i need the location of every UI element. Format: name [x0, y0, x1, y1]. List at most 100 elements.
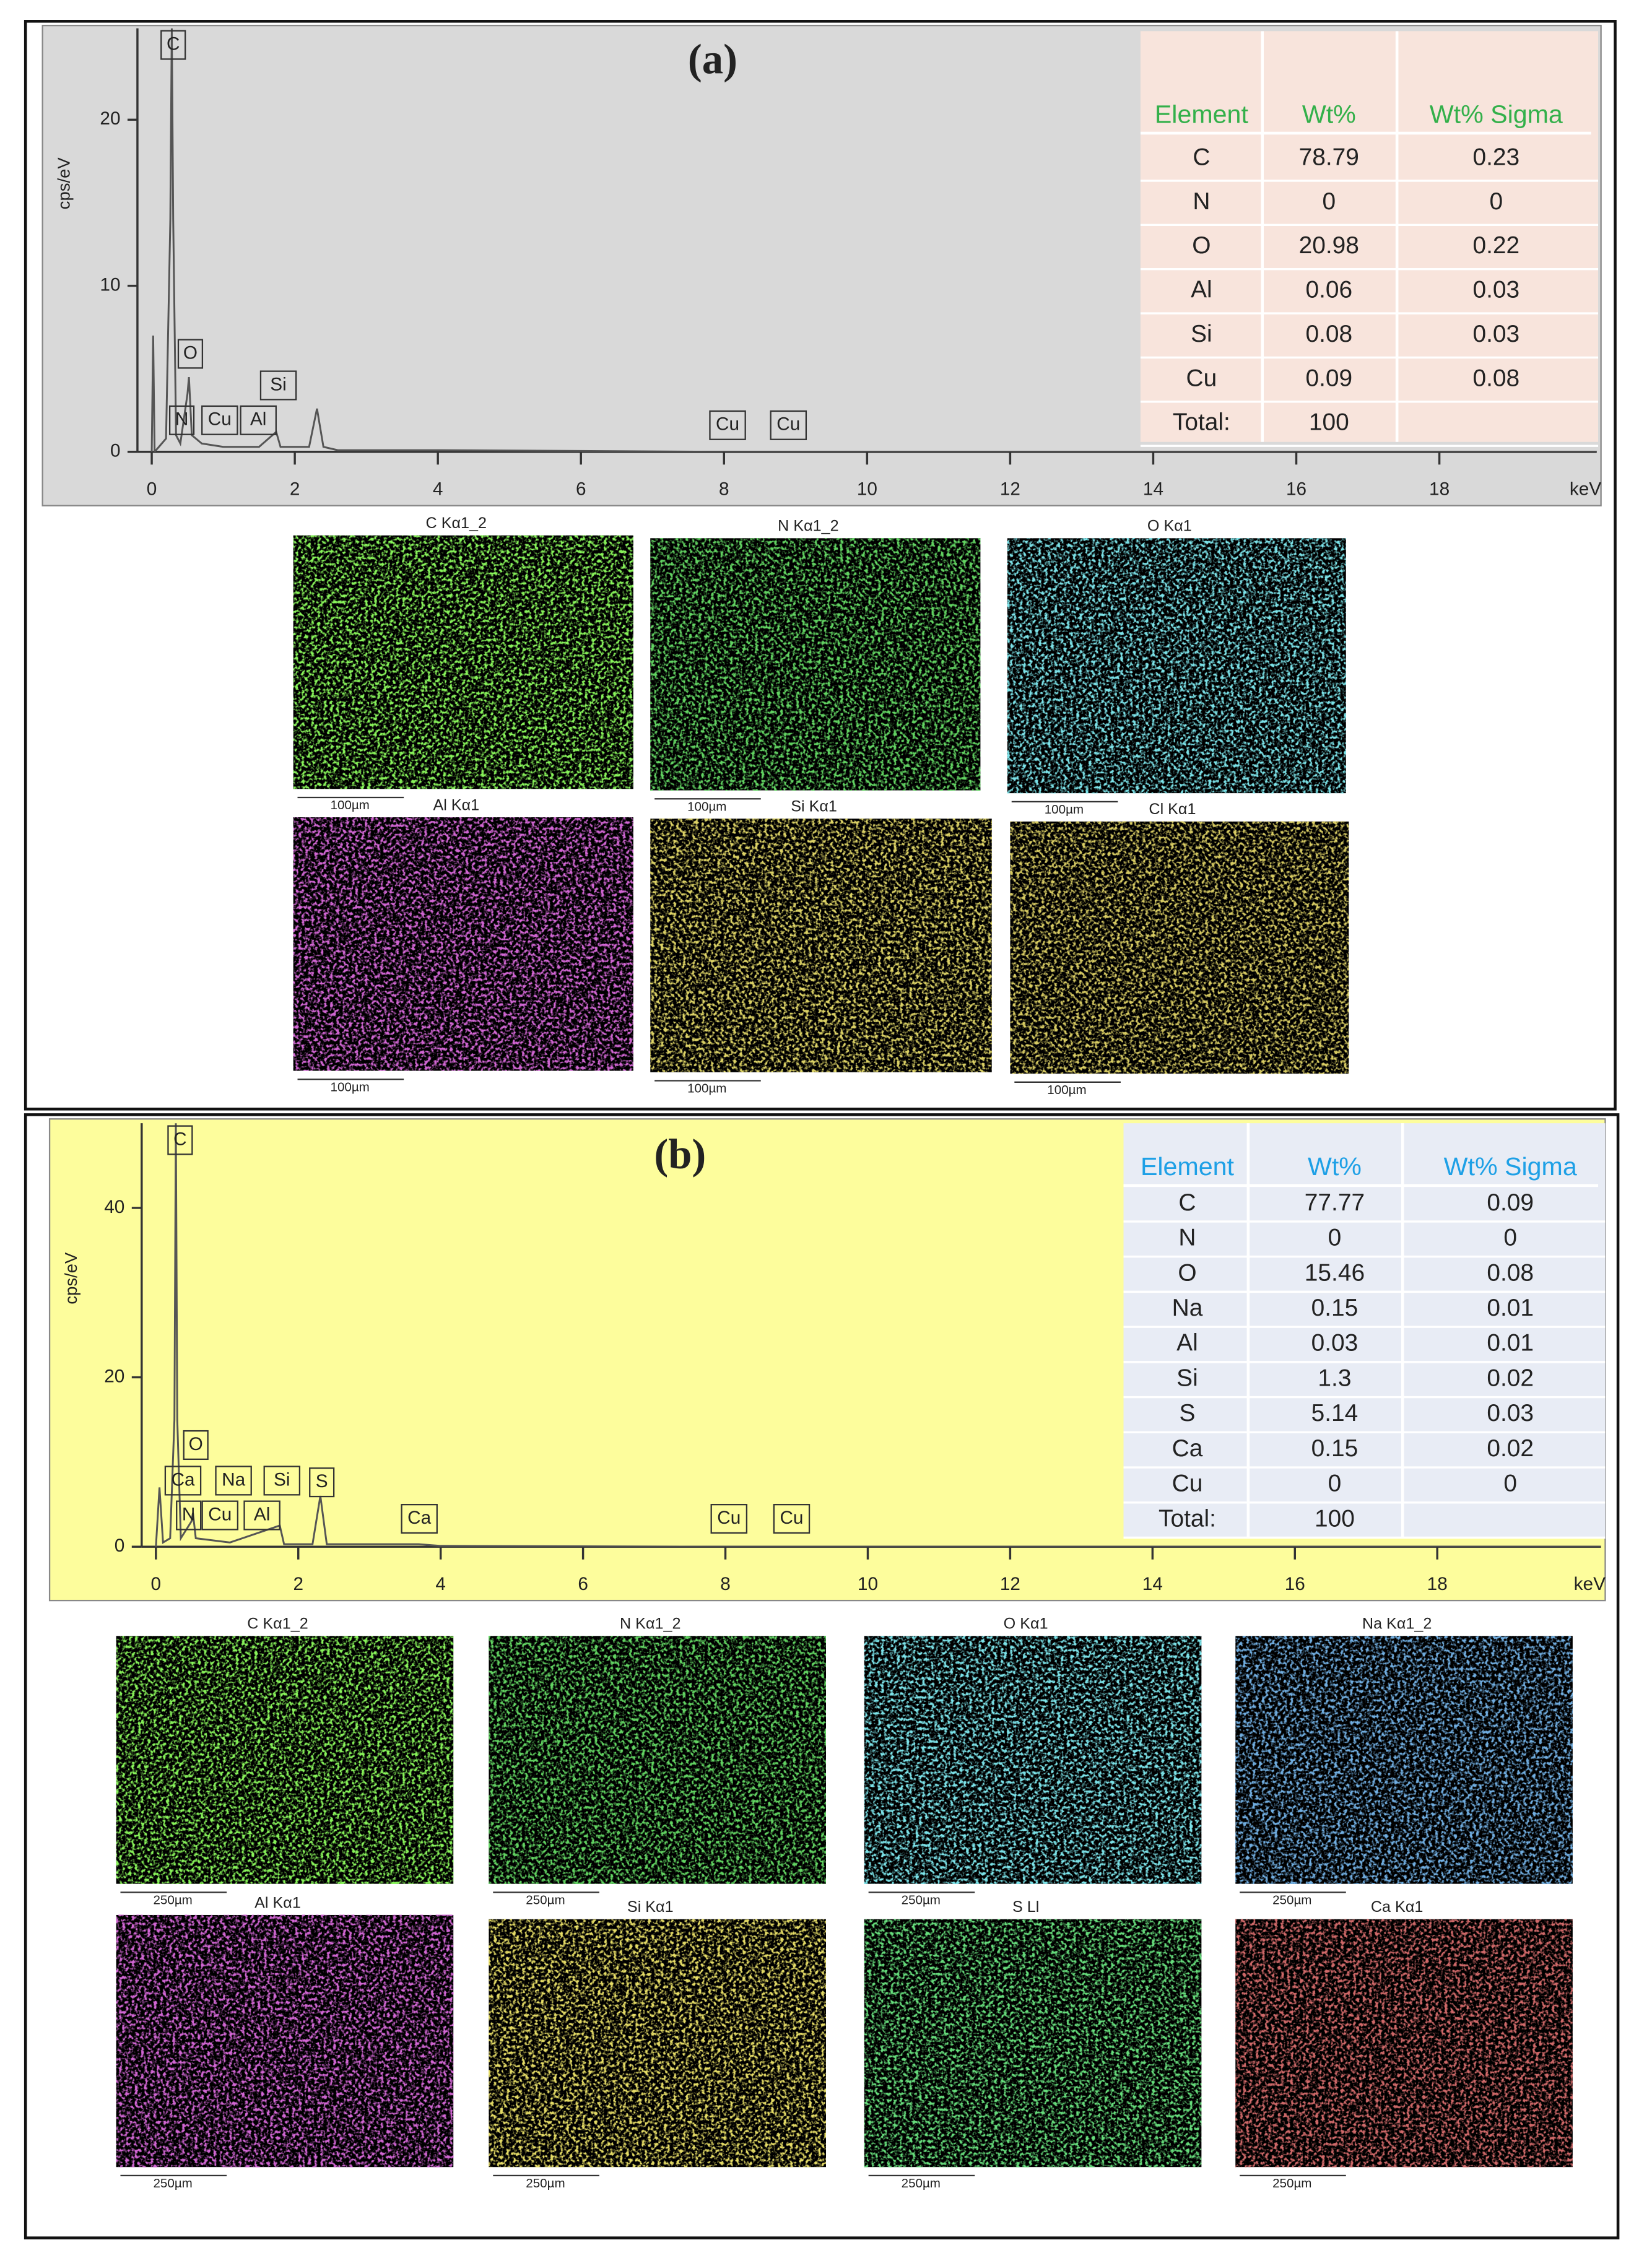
- table-cell: 5.14: [1311, 1400, 1359, 1426]
- panel-title: (a): [688, 36, 737, 83]
- table-cell: S: [1180, 1400, 1196, 1426]
- peak-label: C: [173, 1129, 186, 1149]
- table-cell: Si: [1176, 1365, 1198, 1391]
- table-cell: 0.15: [1311, 1435, 1359, 1462]
- peak-label-box: [263, 1466, 301, 1496]
- map-label: Ca Kα1: [1371, 1898, 1423, 1916]
- table-header: Wt%: [1302, 100, 1356, 128]
- scale-label: 250µm: [902, 1893, 941, 1908]
- peak-label-box: [160, 30, 186, 60]
- table-cell: 77.77: [1305, 1189, 1365, 1216]
- x-tick-label: 4: [433, 479, 443, 499]
- table-cell: N: [1193, 188, 1210, 215]
- peak-label-box: [309, 1467, 335, 1498]
- x-axis-label: keV: [1570, 479, 1601, 499]
- map-label: Si Kα1: [627, 1898, 674, 1916]
- scale-label: 250µm: [153, 1893, 192, 1908]
- scale-label: 250µm: [526, 1893, 565, 1908]
- peak-label: Cu: [208, 1504, 232, 1524]
- y-tick-label: 0: [115, 1535, 125, 1556]
- x-tick-label: 18: [1427, 1574, 1448, 1594]
- x-tick-label: 2: [293, 1574, 303, 1594]
- table-cell: Al: [1191, 277, 1212, 303]
- peak-label: Si: [270, 374, 286, 394]
- table-cell: C: [1193, 144, 1210, 170]
- table-cell: 0.03: [1487, 1400, 1534, 1426]
- table-header: Element: [1155, 100, 1249, 128]
- peak-label-box: [259, 370, 297, 401]
- x-tick-label: 8: [719, 479, 729, 499]
- table-cell: 0.22: [1472, 232, 1519, 259]
- table-cell: 0.02: [1487, 1435, 1534, 1462]
- scale-label: 100µm: [1045, 802, 1084, 817]
- table-cell: 0.08: [1305, 321, 1352, 347]
- table-cell: Na: [1172, 1295, 1203, 1321]
- x-tick-label: 16: [1286, 479, 1306, 499]
- peak-label: Ca: [407, 1508, 431, 1528]
- peak-label: Ca: [171, 1469, 194, 1490]
- table-cell: 0: [1328, 1470, 1342, 1497]
- peak-label: N: [182, 1504, 195, 1524]
- table-cell: 15.46: [1305, 1259, 1365, 1286]
- table-cell: 0: [1503, 1470, 1517, 1497]
- scale-label: 250µm: [1272, 1893, 1311, 1908]
- peak-label-box: [201, 405, 238, 435]
- x-tick-label: 4: [435, 1574, 446, 1594]
- x-tick-label: 0: [151, 1574, 162, 1594]
- x-tick-label: 2: [290, 479, 300, 499]
- peak-label-box: [709, 410, 746, 440]
- table-header: Element: [1141, 1152, 1235, 1181]
- peak-label-box: [167, 1125, 193, 1155]
- x-tick-label: 18: [1429, 479, 1450, 499]
- spectrum-line: [155, 1123, 1601, 1547]
- table-background: [1140, 31, 1599, 442]
- panel-frame: [24, 1113, 1620, 2239]
- x-axis-label: keV: [1574, 1574, 1606, 1594]
- map-label: O Kα1: [1004, 1615, 1048, 1633]
- x-tick-label: 16: [1285, 1574, 1305, 1594]
- table-cell: C: [1178, 1189, 1196, 1216]
- map-label: C Kα1_2: [426, 515, 487, 532]
- map-signal: [864, 1919, 1202, 2168]
- table-cell: 0.06: [1305, 277, 1352, 303]
- scale-label: 100µm: [331, 1080, 370, 1094]
- map-label: O Kα1: [1147, 518, 1192, 535]
- peak-label: Cu: [780, 1508, 803, 1528]
- peak-label: Al: [254, 1504, 270, 1524]
- map-signal: [1010, 821, 1349, 1074]
- table-cell: Al: [1176, 1330, 1198, 1357]
- table-cell: Total:: [1173, 409, 1230, 436]
- peak-label: N: [175, 409, 188, 430]
- map-label: Al Kα1: [433, 796, 479, 814]
- table-cell: 0: [1322, 188, 1336, 215]
- x-tick-label: 10: [858, 1574, 878, 1594]
- table-cell: Ca: [1172, 1435, 1203, 1462]
- y-tick-label: 0: [110, 441, 121, 461]
- peak-label: Cu: [776, 414, 800, 435]
- y-tick-label: 20: [100, 108, 120, 129]
- x-tick-label: 6: [578, 1574, 588, 1594]
- table-cell: O: [1178, 1259, 1196, 1286]
- table-cell: 100: [1315, 1505, 1355, 1532]
- peak-label-box: [770, 410, 807, 440]
- peak-label: Cu: [208, 409, 232, 430]
- peak-label: C: [167, 33, 180, 54]
- table-cell: N: [1178, 1225, 1196, 1251]
- table-cell: 0.03: [1472, 321, 1519, 347]
- scale-label: 100µm: [687, 1082, 726, 1096]
- map-signal: [293, 535, 633, 789]
- table-cell: 0.09: [1305, 365, 1352, 391]
- map-signal: [489, 1636, 826, 1884]
- table-cell: 0.08: [1487, 1259, 1534, 1286]
- map-signal: [1235, 1919, 1573, 2168]
- table-header: Wt%: [1308, 1152, 1362, 1181]
- map-signal: [489, 1919, 826, 2168]
- spectrum-line: [150, 28, 1597, 452]
- table-cell: 0: [1503, 1225, 1517, 1251]
- map-signal: [650, 819, 992, 1072]
- map-label: C Kα1_2: [247, 1615, 308, 1633]
- table-cell: 0.09: [1487, 1189, 1534, 1216]
- y-axis-label: cps/eV: [61, 1252, 80, 1305]
- peak-label-box: [201, 1500, 239, 1531]
- y-axis-label: cps/eV: [54, 157, 74, 210]
